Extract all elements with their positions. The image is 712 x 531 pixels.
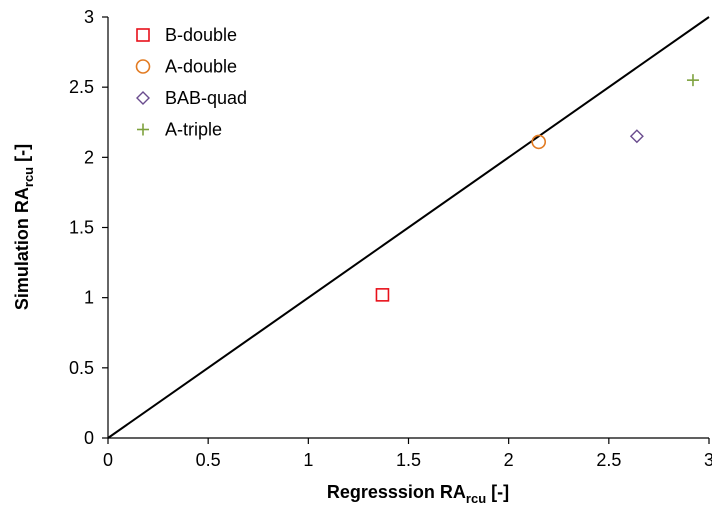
- x-ticks: 0 0.5 1 1.5 2 2.5 3: [103, 438, 712, 470]
- legend-marker-bab-quad: [136, 91, 150, 105]
- reference-line-group: [107, 16, 710, 439]
- legend-marker-a-triple: [137, 123, 149, 136]
- legend: B-double A-double BAB-quad A-triple: [135, 25, 247, 140]
- x-tick-label: 0.5: [196, 450, 221, 470]
- x-tick-label: 0: [103, 450, 113, 470]
- legend-label: B-double: [165, 25, 237, 45]
- data-point-bab-quad: [629, 129, 644, 144]
- y-tick-label: 1: [84, 288, 94, 308]
- y-ticks: 0 0.5 1 1.5 2 2.5 3: [69, 7, 108, 448]
- data-points: [375, 74, 699, 302]
- y-tick-label: 3: [84, 7, 94, 27]
- x-tick-label: 2.5: [596, 450, 621, 470]
- x-tick-label: 3: [704, 450, 712, 470]
- y-axis-title: Simulation RArcu [-]: [12, 144, 36, 310]
- data-point-a-double: [531, 134, 547, 150]
- x-tick-label: 1.5: [396, 450, 421, 470]
- legend-label: BAB-quad: [165, 88, 247, 108]
- x-tick-label: 2: [504, 450, 514, 470]
- y-tick-label: 0: [84, 428, 94, 448]
- x-tick-label: 1: [303, 450, 313, 470]
- legend-marker-a-double: [135, 59, 151, 74]
- x-axis-title: Regresssion RArcu [-]: [327, 482, 509, 506]
- y-tick-label: 1.5: [69, 218, 94, 238]
- y-tick-label: 2: [84, 147, 94, 167]
- plot-area: 0 0.5 1 1.5 2 2.5 3 0 0.5 1 1.5 2 2.5 3: [69, 7, 712, 470]
- data-point-a-triple: [686, 74, 699, 87]
- reference-line: [107, 16, 710, 439]
- legend-label: A-triple: [165, 120, 222, 140]
- y-tick-label: 2.5: [69, 77, 94, 97]
- legend-label: A-double: [165, 57, 237, 77]
- y-tick-label: 0.5: [69, 358, 94, 378]
- data-point-b-double: [375, 288, 390, 302]
- legend-marker-b-double: [136, 28, 150, 42]
